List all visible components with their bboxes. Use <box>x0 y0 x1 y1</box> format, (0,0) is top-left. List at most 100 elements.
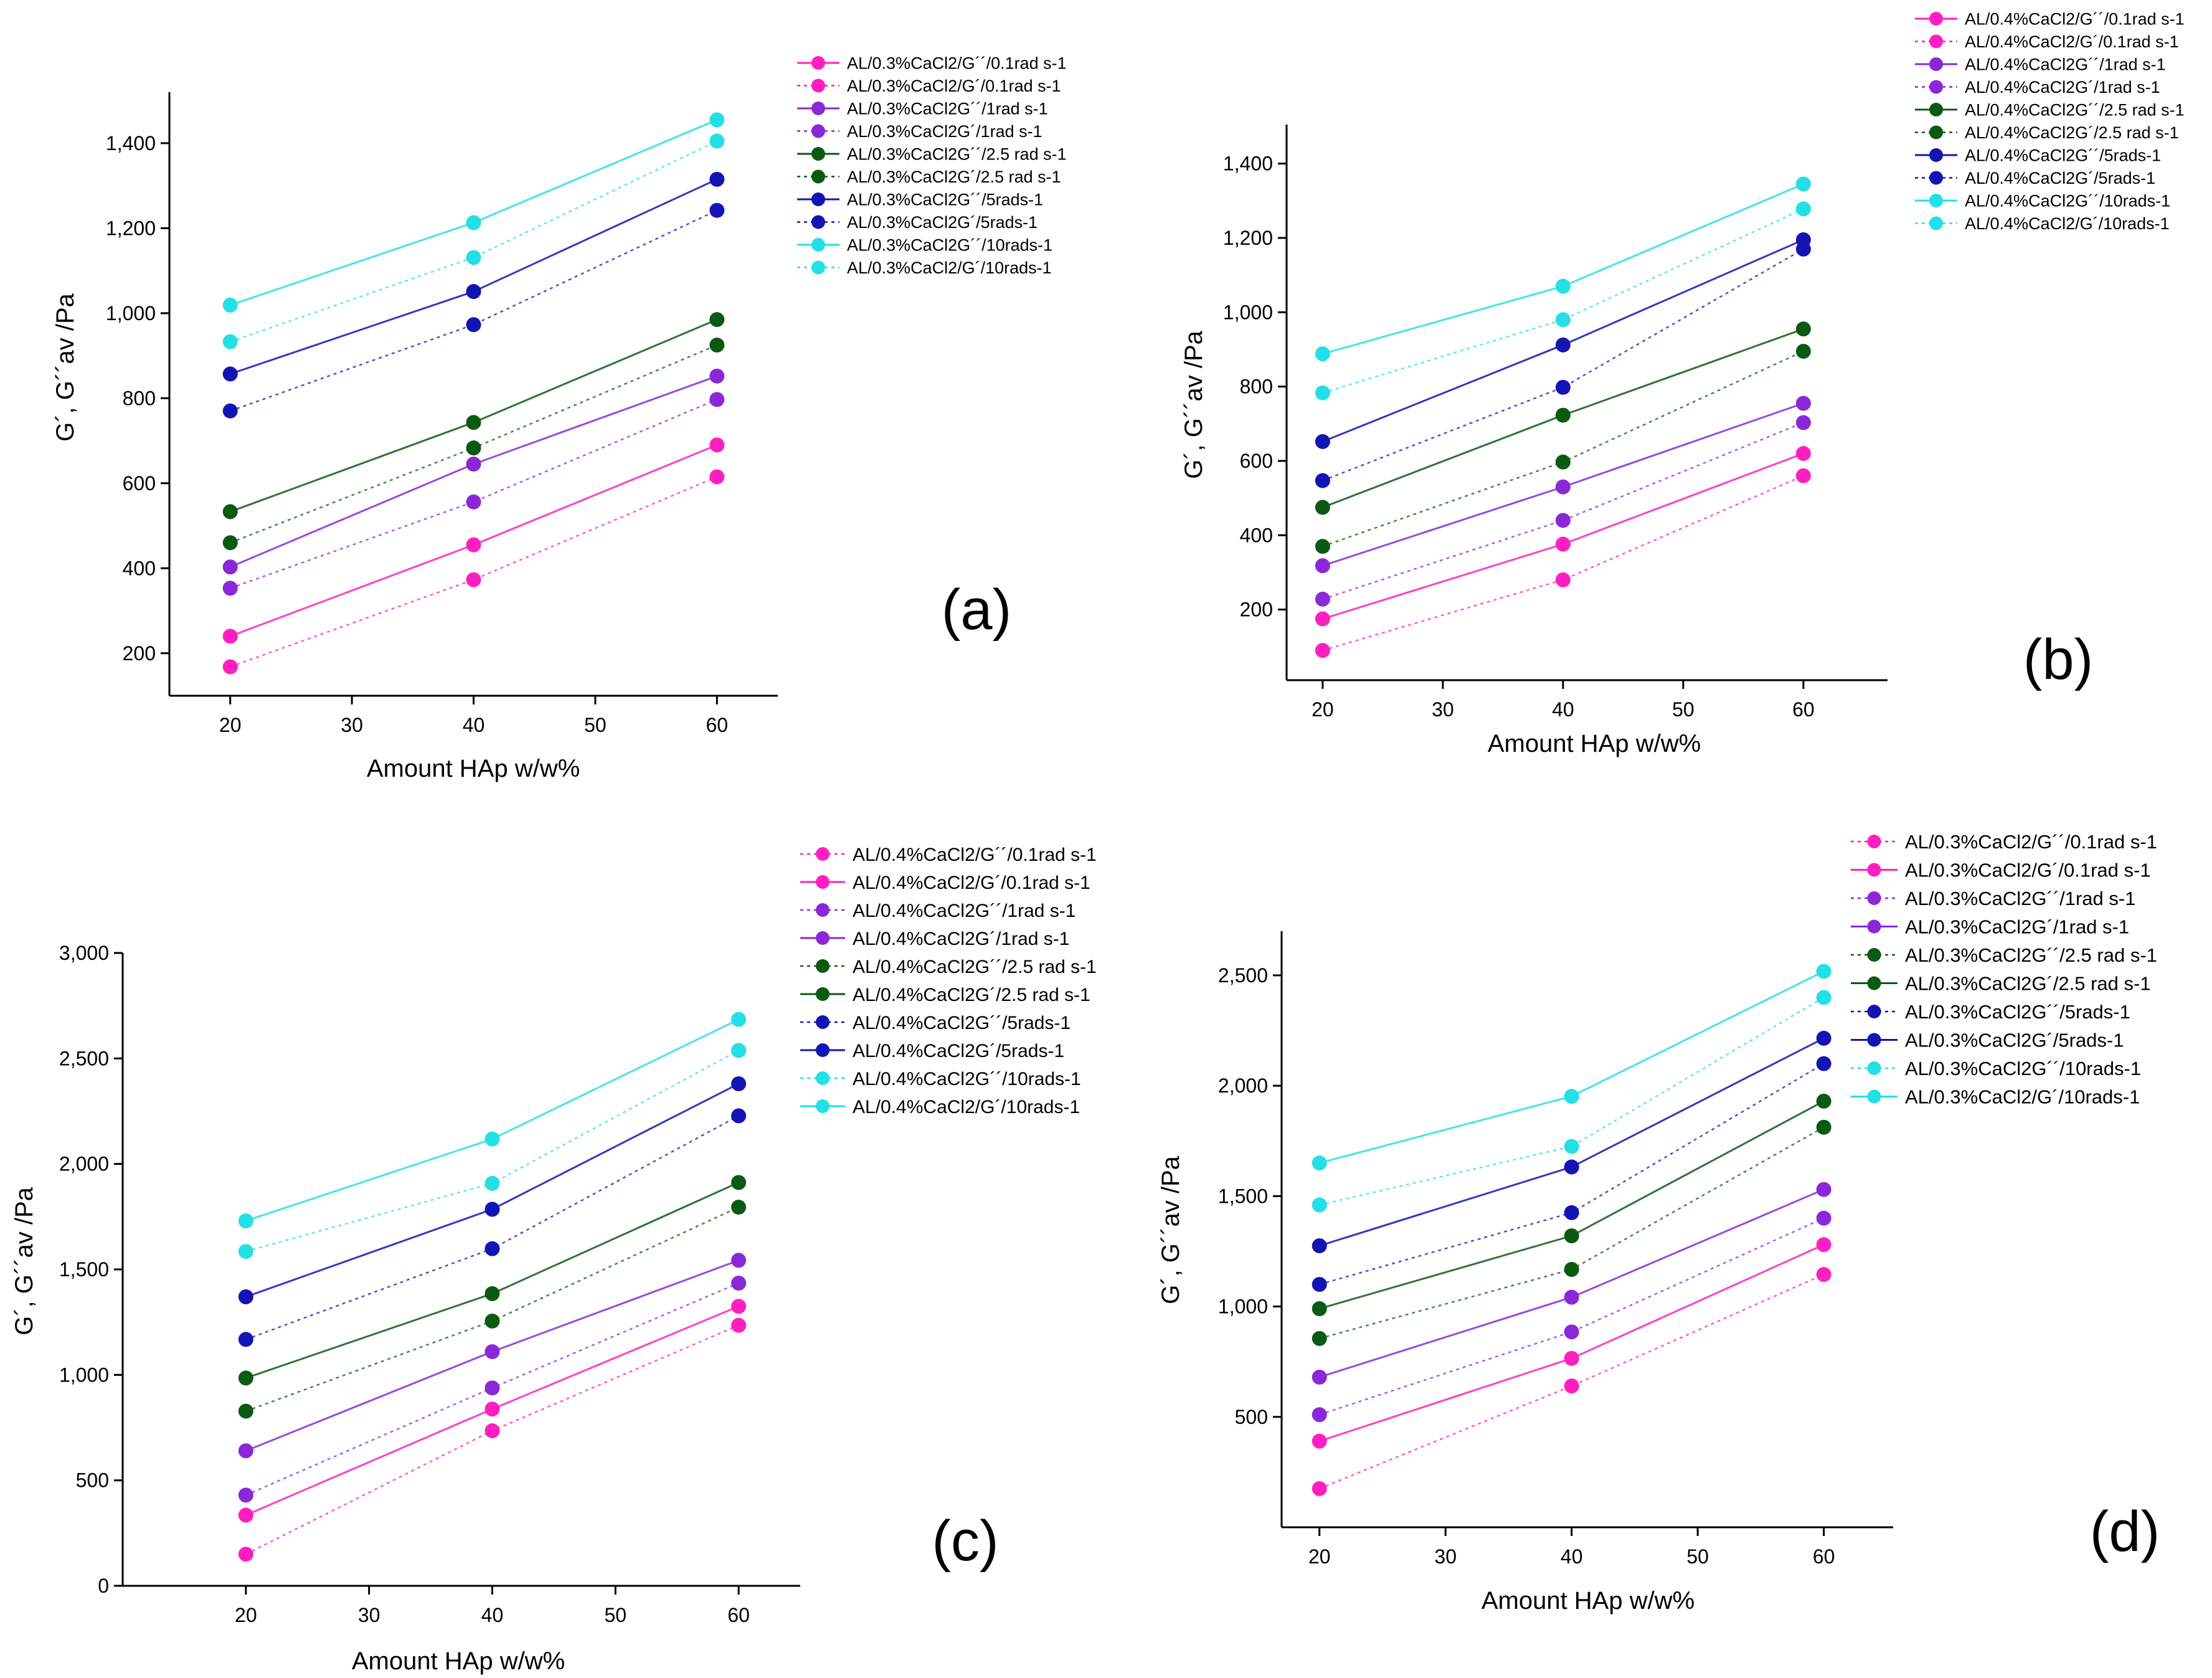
legend-marker <box>1867 1089 1881 1104</box>
data-point <box>222 581 238 596</box>
data-point <box>709 133 725 149</box>
y-tick-label: 400 <box>1240 524 1273 546</box>
legend-marker <box>1867 1033 1881 1047</box>
data-point <box>484 1423 500 1439</box>
legend-marker <box>811 260 825 275</box>
data-point <box>1312 1330 1327 1346</box>
y-tick-label: 0 <box>98 1575 109 1597</box>
data-point <box>1312 1481 1327 1496</box>
data-point <box>238 1403 253 1419</box>
legend: AL/0.3%CaCl2/G´´/0.1rad s-1 AL/0.3%CaCl2/… <box>797 54 1067 277</box>
data-point <box>709 171 725 187</box>
data-point <box>1312 1277 1327 1292</box>
y-tick-label: 1,000 <box>1223 301 1273 323</box>
y-tick-label: 2,500 <box>59 1047 109 1069</box>
y-tick-label: 1,000 <box>106 302 156 325</box>
legend-marker <box>816 1071 830 1085</box>
series-line <box>1322 452 1804 620</box>
legend-label: AL/0.4%CaCl2/G´/0.1rad s-1 <box>1965 32 2179 51</box>
series-line <box>230 399 717 589</box>
data-point <box>466 215 481 230</box>
data-point <box>731 1299 747 1314</box>
data-point <box>1555 379 1571 395</box>
data-point <box>1555 479 1571 495</box>
panel-label: (a) <box>942 578 1011 642</box>
series-line <box>230 178 717 375</box>
y-tick-label: 1,400 <box>1223 153 1273 175</box>
series-line <box>230 209 717 412</box>
legend-label: AL/0.4%CaCl2/G´/10rads-1 <box>1965 214 2170 233</box>
data-point <box>1555 337 1571 353</box>
y-tick-label: 600 <box>123 472 156 495</box>
data-point <box>1555 454 1571 470</box>
data-point <box>1315 643 1330 658</box>
data-point <box>222 297 238 313</box>
data-point <box>484 1286 500 1301</box>
data-point <box>1555 312 1571 328</box>
series-line <box>245 1324 739 1555</box>
legend-marker <box>811 102 825 115</box>
legend-label: AL/0.4%CaCl2G´´/2.5 rad s-1 <box>853 957 1097 977</box>
legend-label: AL/0.4%CaCl2G´/2.5 rad s-1 <box>853 985 1090 1005</box>
series-line <box>230 140 717 343</box>
data-point <box>731 1317 747 1333</box>
data-point <box>1315 558 1330 574</box>
data-point <box>1555 278 1571 294</box>
legend-label: AL/0.4%CaCl2G´´/10rads-1 <box>853 1069 1081 1089</box>
y-tick-label: 1,400 <box>106 132 156 154</box>
legend-marker <box>816 1015 830 1029</box>
y-tick-label: 2,500 <box>1218 964 1268 987</box>
y-tick-label: 500 <box>1235 1406 1268 1428</box>
legend-label: AL/0.4%CaCl2G´/2.5 rad s-1 <box>1965 123 2179 142</box>
y-tick-label: 3,000 <box>59 942 109 964</box>
legend-marker <box>811 78 825 93</box>
y-tick-label: 2,000 <box>59 1153 109 1175</box>
data-point <box>1816 964 1832 979</box>
y-tick-label: 2,000 <box>1218 1074 1268 1097</box>
data-point <box>238 1443 253 1459</box>
data-point <box>466 317 481 333</box>
legend-marker <box>1867 1061 1881 1075</box>
legend: AL/0.4%CaCl2/G´´/0.1rad s-1 AL/0.4%CaCl2/… <box>1915 10 2185 233</box>
legend: AL/0.4%CaCl2/G´´/0.1rad s-1 AL/0.4%CaCl2/… <box>800 845 1097 1117</box>
data-point <box>1315 591 1330 607</box>
legend-label: AL/0.3%CaCl2G´/1rad s-1 <box>1905 916 2129 938</box>
data-point <box>1816 1267 1832 1282</box>
data-point <box>1312 1407 1327 1423</box>
legend-marker <box>811 56 825 70</box>
data-point <box>1315 434 1330 449</box>
data-point <box>222 535 238 551</box>
data-point <box>484 1380 500 1396</box>
data-point <box>1315 385 1330 401</box>
x-tick-label: 50 <box>584 714 607 736</box>
x-tick-label: 40 <box>1561 1545 1583 1568</box>
data-point <box>1564 1289 1579 1305</box>
legend-label: AL/0.3%CaCl2G´´/2.5 rad s-1 <box>1905 944 2157 966</box>
data-point <box>238 1507 253 1523</box>
y-tick-label: 1,500 <box>1218 1185 1268 1207</box>
x-axis-title: Amount HAp w/w% <box>1482 1587 1694 1614</box>
series-line <box>1319 1274 1825 1490</box>
series-line <box>245 1115 739 1340</box>
legend-marker <box>816 959 830 973</box>
legend-marker <box>816 847 830 861</box>
legend-label: AL/0.3%CaCl2G´´/10rads-1 <box>847 236 1052 255</box>
data-point <box>731 1276 747 1291</box>
legend-label: AL/0.4%CaCl2G´´/5rads-1 <box>853 1013 1071 1033</box>
legend-label: AL/0.3%CaCl2G´´/1rad s-1 <box>847 100 1048 118</box>
data-point <box>1795 396 1811 411</box>
y-tick-label: 1,500 <box>59 1258 109 1281</box>
series-line <box>1319 970 1825 1164</box>
data-point <box>1312 1238 1327 1254</box>
legend-label: AL/0.3%CaCl2/G´/0.1rad s-1 <box>1905 860 2151 881</box>
data-point <box>238 1289 253 1305</box>
data-point <box>1795 446 1811 462</box>
legend-marker <box>1867 891 1881 905</box>
legend-marker <box>1929 103 1943 116</box>
y-tick-label: 1,000 <box>59 1363 109 1386</box>
data-point <box>709 338 725 353</box>
legend-label: AL/0.3%CaCl2G´´/2.5 rad s-1 <box>847 145 1067 164</box>
legend-marker <box>1867 919 1881 934</box>
legend-label: AL/0.4%CaCl2G´´/1rad s-1 <box>1965 55 2166 74</box>
